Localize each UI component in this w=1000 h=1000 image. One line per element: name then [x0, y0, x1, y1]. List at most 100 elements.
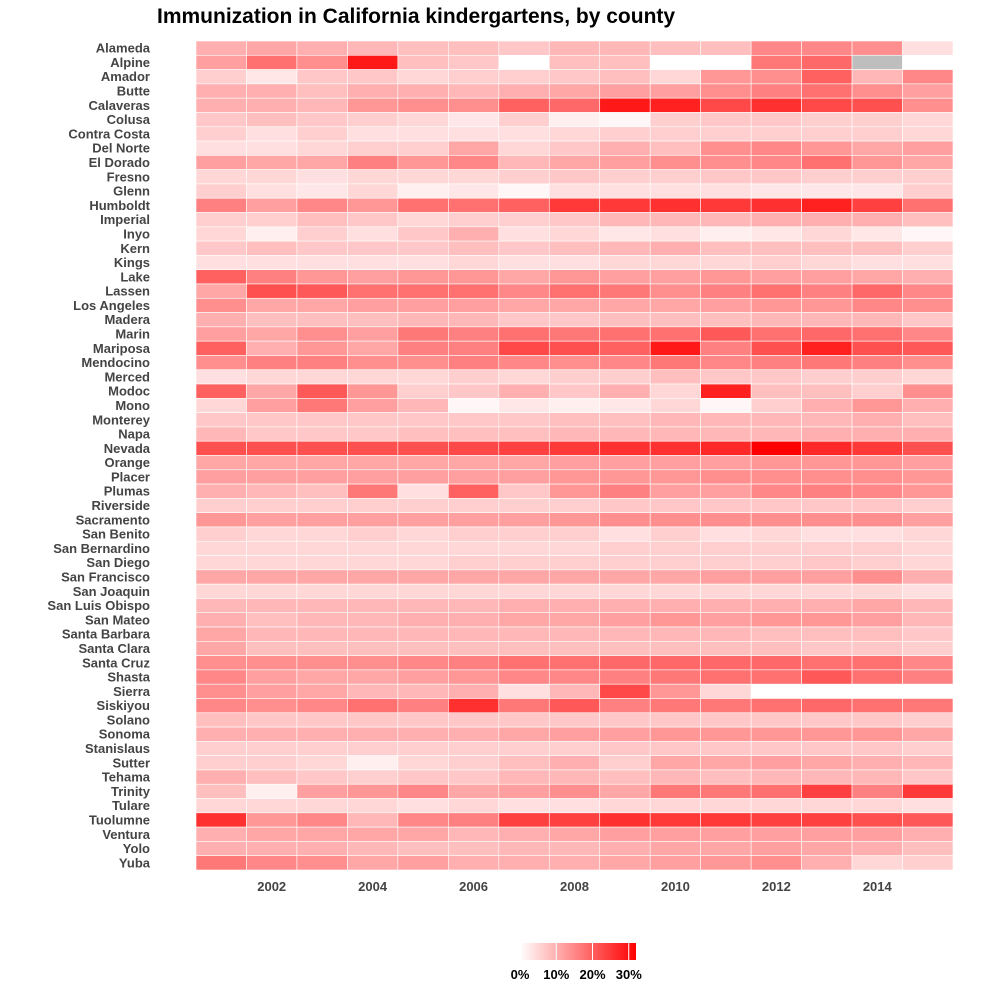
county-label: Yuba: [119, 855, 151, 870]
heatmap-cell: [397, 855, 449, 871]
heatmap-cell: [599, 112, 651, 128]
heatmap-cell: [599, 455, 651, 471]
heatmap-cell: [599, 483, 651, 499]
heatmap-cell: [498, 812, 550, 828]
heatmap-cell: [801, 240, 853, 256]
heatmap-cell: [851, 769, 903, 785]
heatmap-cell: [902, 440, 954, 456]
heatmap-cell: [548, 197, 601, 213]
heatmap-cell: [246, 812, 298, 828]
heatmap-cell: [599, 512, 651, 528]
heatmap-cell: [397, 383, 449, 399]
heatmap-cell: [599, 283, 651, 299]
heatmap-cell: [448, 355, 500, 371]
year-tick-label: 2012: [762, 879, 791, 894]
heatmap-cell: [347, 255, 399, 270]
heatmap-cell: [599, 269, 651, 285]
heatmap-cell: [195, 312, 247, 328]
heatmap-cell: [851, 755, 903, 771]
heatmap-cell: [296, 741, 348, 756]
heatmap-cell: [902, 297, 954, 313]
heatmap-cell: [599, 240, 651, 256]
heatmap-cell: [599, 197, 651, 213]
heatmap-cell: [246, 326, 298, 342]
heatmap-cell: [750, 712, 802, 728]
heatmap-cell: [599, 612, 651, 628]
heatmap-cell: [750, 269, 802, 285]
heatmap-cell: [700, 169, 752, 185]
heatmap-cell: [851, 283, 903, 299]
heatmap-cell: [195, 598, 247, 614]
heatmap-cell: [397, 398, 449, 413]
heatmap-cell: [548, 641, 601, 656]
chart-title: Immunization in California kindergartens…: [157, 5, 676, 28]
heatmap-cell: [801, 226, 853, 242]
heatmap-cell: [599, 583, 651, 599]
heatmap-cell: [599, 812, 651, 828]
heatmap-cell: [246, 455, 298, 471]
heatmap-cell: [498, 655, 550, 671]
heatmap-cell: [851, 483, 903, 499]
heatmap-cell: [548, 440, 601, 456]
heatmap-cell: [700, 555, 752, 571]
heatmap-cell: [700, 826, 752, 842]
heatmap-cell: [195, 698, 247, 714]
heatmap-cell: [801, 412, 853, 428]
heatmap-cell: [599, 626, 651, 642]
heatmap-cell: [599, 555, 651, 571]
heatmap-cell: [397, 612, 449, 628]
heatmap-cell: [902, 583, 954, 599]
heatmap-cell: [902, 369, 954, 385]
heatmap-cell: [700, 197, 752, 213]
heatmap-cell: [296, 369, 348, 385]
heatmap-cell: [397, 140, 449, 156]
heatmap-cell: [750, 297, 802, 313]
heatmap-cell: [548, 140, 601, 156]
heatmap-cell: [649, 183, 701, 199]
heatmap-cell: [195, 655, 247, 671]
heatmap-cell: [750, 769, 802, 785]
heatmap-cell: [448, 669, 500, 685]
heatmap-cell: [700, 297, 752, 313]
heatmap-cell: [498, 83, 550, 99]
heatmap-cell: [246, 469, 298, 485]
heatmap-cell: [700, 798, 752, 814]
heatmap-cell: [599, 641, 651, 656]
heatmap-cell: [649, 412, 701, 428]
heatmap-cell: [347, 812, 399, 828]
heatmap-cell: [902, 212, 954, 228]
heatmap-cell: [750, 126, 802, 142]
heatmap-cell: [599, 312, 651, 328]
heatmap-cell: [599, 355, 651, 371]
heatmap-cell: [347, 426, 399, 442]
heatmap-cell: [448, 483, 500, 499]
heatmap-cell: [498, 598, 550, 614]
heatmap-cell: [246, 269, 298, 285]
heatmap-cell: [599, 755, 651, 771]
heatmap-cell: [296, 855, 348, 871]
heatmap-cell: [397, 155, 449, 170]
heatmap-cell: [195, 483, 247, 499]
county-label: Merced: [104, 369, 150, 384]
heatmap-cell: [902, 197, 954, 213]
heatmap-cell: [599, 97, 651, 113]
heatmap-cell: [750, 469, 802, 485]
heatmap-cell: [902, 169, 954, 185]
heatmap-cell: [195, 155, 247, 170]
heatmap-cell: [649, 855, 701, 871]
heatmap-cell: [246, 412, 298, 428]
heatmap-cell: [498, 226, 550, 242]
heatmap-cell: [397, 498, 449, 513]
county-label: Lassen: [105, 284, 150, 299]
heatmap-cell: [599, 741, 651, 756]
heatmap-cell: [448, 555, 500, 571]
heatmap-cell: [347, 783, 399, 799]
heatmap-cell: [397, 783, 449, 799]
heatmap-cell: [246, 398, 298, 413]
heatmap-cell: [750, 312, 802, 328]
heatmap-cell: [347, 369, 399, 385]
heatmap-cell: [599, 54, 651, 70]
heatmap-cell: [347, 826, 399, 842]
heatmap-cell: [599, 841, 651, 856]
heatmap-cell: [649, 440, 701, 456]
